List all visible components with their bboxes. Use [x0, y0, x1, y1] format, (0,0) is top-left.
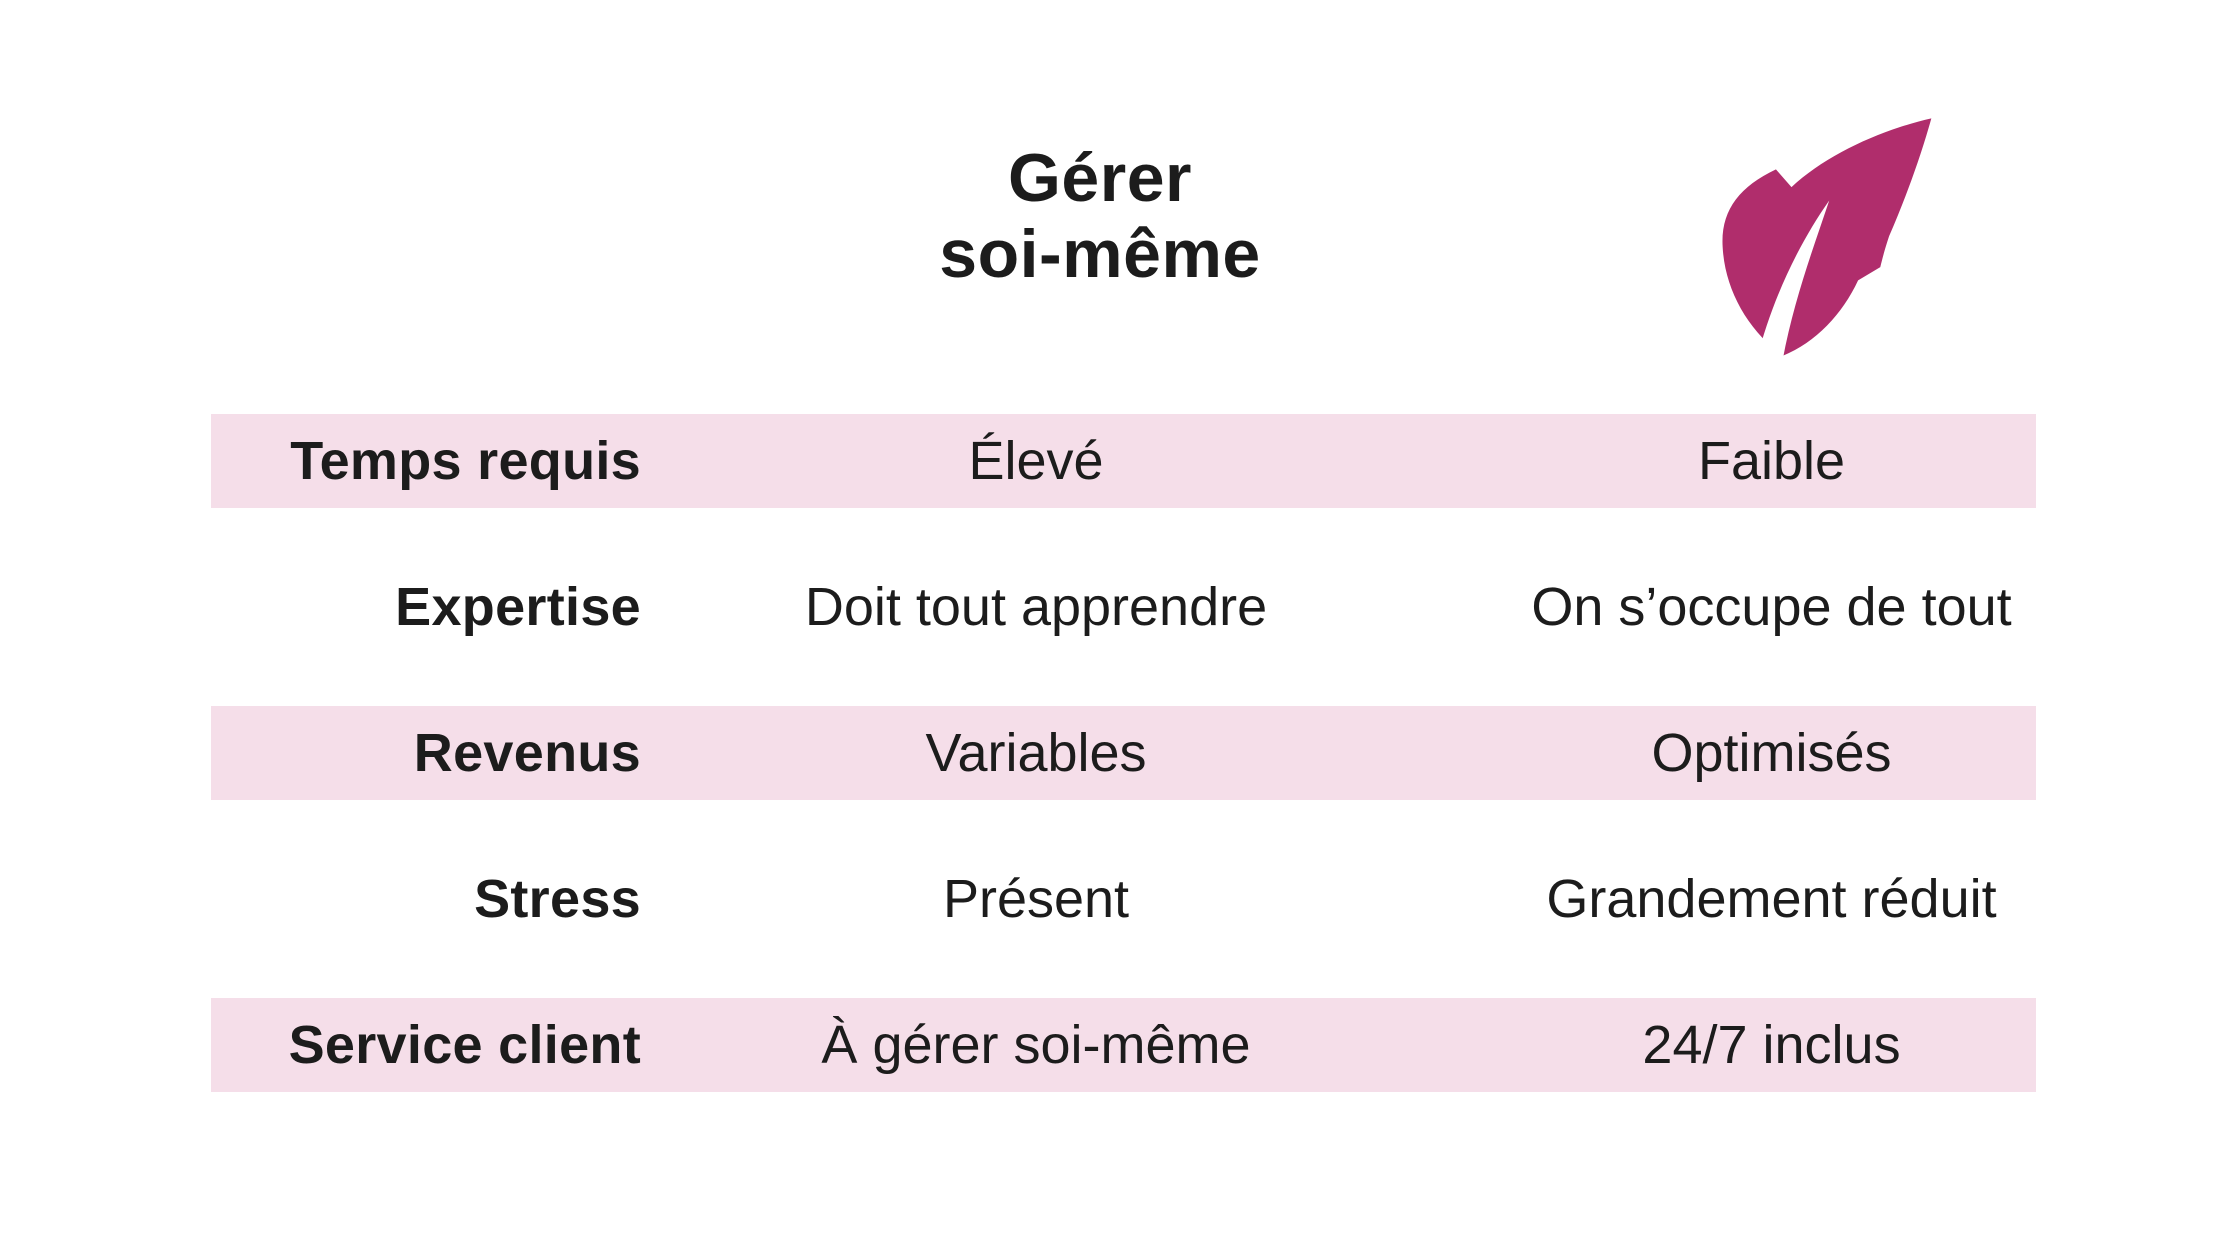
brand-value: 24/7 inclus	[1642, 1015, 1901, 1075]
self-value: Doit tout apprendre	[804, 577, 1268, 637]
table-row: Stress Présent Grandement réduit	[211, 826, 2036, 972]
self-value: Variables	[925, 723, 1147, 783]
self-value: Présent	[942, 869, 1130, 929]
row-label: Temps requis	[290, 431, 641, 491]
table-row: Temps requis Élevé Faible	[211, 388, 2036, 534]
brand-value: Faible	[1697, 431, 1846, 491]
row-label: Service client	[288, 1015, 641, 1075]
comparison-table: Temps requis Élevé Faible Expertise Doit…	[211, 388, 2036, 1118]
self-value: Élevé	[968, 431, 1104, 491]
table-row: Expertise Doit tout apprendre On s’occup…	[211, 534, 2036, 680]
row-label: Expertise	[395, 577, 641, 637]
table-row: Service client À gérer soi-même 24/7 inc…	[211, 972, 2036, 1118]
leaf-icon	[1716, 112, 1938, 360]
row-label: Stress	[474, 869, 641, 929]
self-column-title-line1: Gérer	[1008, 140, 1192, 216]
self-value: À gérer soi-même	[821, 1015, 1251, 1075]
brand-value: On s’occupe de tout	[1531, 577, 2012, 637]
self-column-title: Gérer soi-même	[780, 140, 1420, 292]
table-row: Revenus Variables Optimisés	[211, 680, 2036, 826]
row-label: Revenus	[413, 723, 641, 783]
brand-value: Grandement réduit	[1546, 869, 1997, 929]
self-column-title-line2: soi-même	[939, 216, 1261, 292]
brand-value: Optimisés	[1651, 723, 1892, 783]
